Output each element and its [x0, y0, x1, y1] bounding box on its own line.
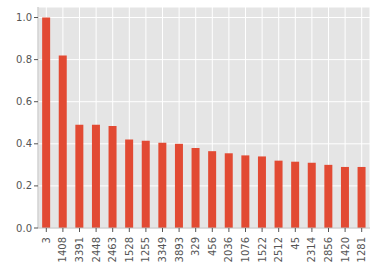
- svg-text:1528: 1528: [124, 237, 135, 262]
- svg-text:0.2: 0.2: [16, 180, 32, 191]
- svg-text:3893: 3893: [174, 237, 185, 262]
- svg-text:2448: 2448: [91, 237, 102, 262]
- svg-text:0.6: 0.6: [16, 96, 32, 107]
- svg-text:0.0: 0.0: [16, 223, 32, 234]
- svg-text:1420: 1420: [340, 237, 351, 262]
- svg-text:1255: 1255: [140, 237, 151, 262]
- svg-text:2512: 2512: [273, 237, 284, 262]
- svg-text:2856: 2856: [323, 237, 334, 262]
- svg-text:1.0: 1.0: [16, 12, 32, 23]
- svg-text:2314: 2314: [306, 237, 317, 262]
- svg-text:2036: 2036: [223, 237, 234, 262]
- svg-text:1076: 1076: [240, 237, 251, 262]
- svg-text:0.4: 0.4: [16, 138, 32, 149]
- svg-text:45: 45: [290, 237, 301, 250]
- svg-text:1408: 1408: [57, 237, 68, 262]
- svg-text:0.8: 0.8: [16, 54, 32, 65]
- svg-text:329: 329: [190, 237, 201, 256]
- svg-text:456: 456: [207, 237, 218, 256]
- svg-text:3349: 3349: [157, 237, 168, 262]
- svg-text:3: 3: [41, 237, 52, 243]
- svg-text:3391: 3391: [74, 237, 85, 262]
- svg-text:1281: 1281: [356, 237, 364, 262]
- svg-text:2463: 2463: [107, 237, 118, 262]
- svg-text:1522: 1522: [257, 237, 268, 262]
